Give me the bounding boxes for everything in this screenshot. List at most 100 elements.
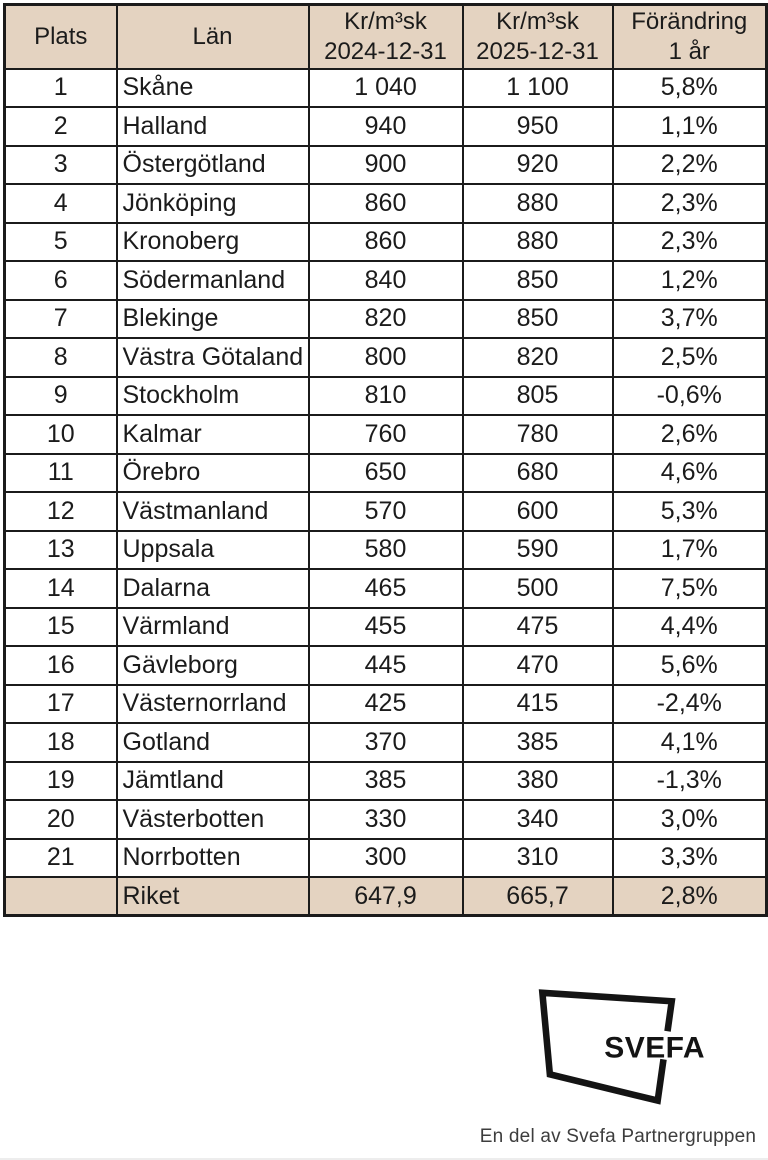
change-cell: 1,1% — [611, 106, 768, 147]
price-2024-cell: 860 — [307, 183, 464, 224]
table-row: 13 Uppsala 580 590 1,7% — [3, 529, 768, 570]
column-header-3: Kr/m³sk 2025-12-31 — [461, 3, 614, 70]
change-cell: -2,4% — [611, 683, 768, 724]
table-row: 17 Västernorrland 425 415 -2,4% — [3, 683, 768, 724]
rank-cell: 2 — [3, 106, 118, 147]
rank-cell: 13 — [3, 529, 118, 570]
table-header: Plats Län Kr/m³sk 2024-12-31 Kr/m³sk 2025-12-… — [3, 3, 768, 70]
county-cell: Skåne — [115, 67, 310, 108]
column-header-2: Kr/m³sk 2024-12-31 — [307, 3, 464, 70]
rank-cell: 16 — [3, 645, 118, 686]
change-cell: 5,3% — [611, 491, 768, 532]
change-cell: 3,0% — [611, 799, 768, 840]
price-2024-cell: 570 — [307, 491, 464, 532]
price-2024-cell: 1 040 — [307, 67, 464, 108]
table-row: 1 Skåne 1 040 1 100 5,8% — [3, 67, 768, 108]
rank-cell: 3 — [3, 144, 118, 185]
price-2024-cell: 900 — [307, 144, 464, 185]
rank-cell: 20 — [3, 799, 118, 840]
price-2025-cell: 805 — [461, 375, 614, 416]
county-cell: Halland — [115, 106, 310, 147]
rank-cell: 19 — [3, 760, 118, 801]
price-2025-cell: 340 — [461, 799, 614, 840]
column-header-1: Län — [115, 3, 310, 70]
table-row: 3 Östergötland 900 920 2,2% — [3, 144, 768, 185]
change-cell: 4,1% — [611, 722, 768, 763]
logo-tagline: En del av Svefa Partnergruppen — [479, 1126, 757, 1147]
rank-cell: 9 — [3, 375, 118, 416]
price-2025-cell: 1 100 — [461, 67, 614, 108]
price-2025-cell: 600 — [461, 491, 614, 532]
table-row: 18 Gotland 370 385 4,1% — [3, 722, 768, 763]
county-cell: Västra Götaland — [115, 337, 310, 378]
price-2025-cell: 880 — [461, 221, 614, 262]
change-cell: 4,6% — [611, 452, 768, 493]
price-2025-cell: 470 — [461, 645, 614, 686]
county-cell: Kronoberg — [115, 221, 310, 262]
rank-cell: 1 — [3, 67, 118, 108]
table-row: 19 Jämtland 385 380 -1,3% — [3, 760, 768, 801]
svefa-wordmark: SVEFA — [604, 1032, 705, 1065]
table-row: 20 Västerbotten 330 340 3,0% — [3, 799, 768, 840]
change-cell: 2,8% — [611, 876, 768, 917]
change-cell: 2,2% — [611, 144, 768, 185]
rank-cell: 8 — [3, 337, 118, 378]
change-cell: 5,8% — [611, 67, 768, 108]
price-2024-cell: 580 — [307, 529, 464, 570]
price-2024-cell: 820 — [307, 298, 464, 339]
price-2024-cell: 455 — [307, 606, 464, 647]
rank-cell: 21 — [3, 837, 118, 878]
price-2024-cell: 940 — [307, 106, 464, 147]
table-row: 21 Norrbotten 300 310 3,3% — [3, 837, 768, 878]
table-row: 6 Södermanland 840 850 1,2% — [3, 260, 768, 301]
county-cell: Södermanland — [115, 260, 310, 301]
change-cell: 3,7% — [611, 298, 768, 339]
table-row: 14 Dalarna 465 500 7,5% — [3, 568, 768, 609]
price-table: Plats Län Kr/m³sk 2024-12-31 Kr/m³sk 2025-12-… — [3, 3, 768, 917]
rank-cell: 6 — [3, 260, 118, 301]
change-cell: 2,5% — [611, 337, 768, 378]
change-cell: 2,3% — [611, 183, 768, 224]
price-2024-cell: 385 — [307, 760, 464, 801]
county-cell: Jämtland — [115, 760, 310, 801]
rank-cell: 17 — [3, 683, 118, 724]
table-row: 12 Västmanland 570 600 5,3% — [3, 491, 768, 532]
county-cell: Gävleborg — [115, 645, 310, 686]
change-cell: 7,5% — [611, 568, 768, 609]
change-cell: 4,4% — [611, 606, 768, 647]
price-2024-cell: 760 — [307, 414, 464, 455]
bottom-hairline — [0, 1158, 768, 1160]
county-cell: Uppsala — [115, 529, 310, 570]
change-cell: 5,6% — [611, 645, 768, 686]
rank-cell: 15 — [3, 606, 118, 647]
rank-cell: 5 — [3, 221, 118, 262]
price-2025-cell: 500 — [461, 568, 614, 609]
rank-cell: 12 — [3, 491, 118, 532]
county-cell: Dalarna — [115, 568, 310, 609]
price-2024-cell: 300 — [307, 837, 464, 878]
price-2025-cell: 850 — [461, 298, 614, 339]
change-cell: 1,7% — [611, 529, 768, 570]
price-2024-cell: 860 — [307, 221, 464, 262]
county-cell: Riket — [115, 876, 310, 917]
price-2024-cell: 650 — [307, 452, 464, 493]
county-cell: Norrbotten — [115, 837, 310, 878]
price-2025-cell: 850 — [461, 260, 614, 301]
table-row: 10 Kalmar 760 780 2,6% — [3, 414, 768, 455]
svefa-logo-frame: SVEFA — [538, 989, 705, 1105]
rank-cell: 7 — [3, 298, 118, 339]
price-2024-cell: 330 — [307, 799, 464, 840]
change-cell: -1,3% — [611, 760, 768, 801]
price-2025-cell: 665,7 — [461, 876, 614, 917]
table-row: 8 Västra Götaland 800 820 2,5% — [3, 337, 768, 378]
price-2025-cell: 385 — [461, 722, 614, 763]
county-cell: Västerbotten — [115, 799, 310, 840]
price-2025-cell: 590 — [461, 529, 614, 570]
price-2025-cell: 380 — [461, 760, 614, 801]
change-cell: 3,3% — [611, 837, 768, 878]
county-cell: Blekinge — [115, 298, 310, 339]
column-header-0: Plats — [3, 3, 118, 70]
price-2025-cell: 780 — [461, 414, 614, 455]
change-cell: 1,2% — [611, 260, 768, 301]
county-cell: Värmland — [115, 606, 310, 647]
